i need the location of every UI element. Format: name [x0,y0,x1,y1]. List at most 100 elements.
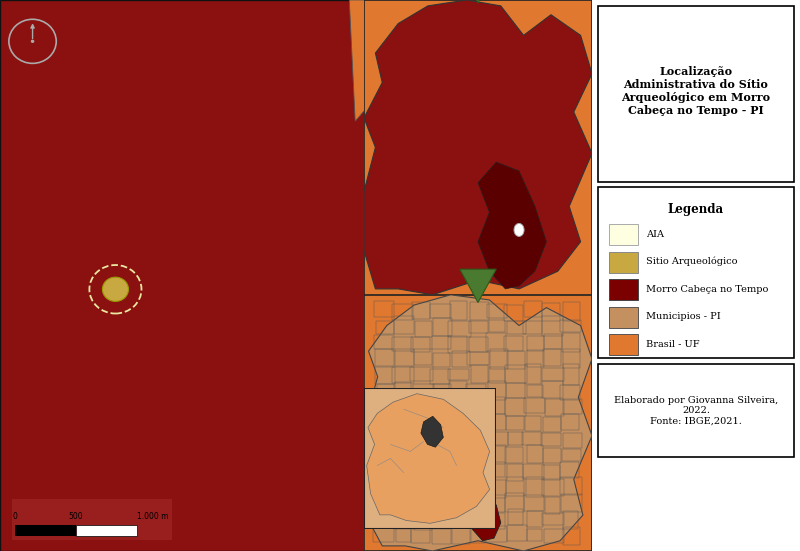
Bar [542,514,564,525]
Circle shape [102,277,129,301]
Bar [524,301,542,317]
Bar [563,399,582,414]
Bar [410,367,434,381]
Bar [449,401,468,413]
Bar [505,305,523,321]
Bar [410,415,429,433]
Bar [414,510,431,530]
Bar [392,399,412,413]
Bar [506,416,524,430]
Bar [542,316,563,336]
Bar [523,321,542,334]
Bar [563,349,580,368]
Bar [452,417,468,430]
Bar [562,494,582,512]
Bar [414,399,430,415]
Bar [563,364,578,385]
Polygon shape [421,416,443,447]
Bar [448,336,467,353]
Bar [414,431,429,449]
Bar [560,477,582,495]
Bar [523,495,544,511]
Bar [450,301,467,321]
Bar [414,478,431,496]
Bar [374,335,394,349]
Bar [542,368,563,381]
Bar [488,445,506,464]
Bar [430,369,450,384]
Polygon shape [364,295,592,551]
Bar [395,382,411,398]
Bar [374,526,394,542]
Bar [609,252,638,273]
Bar [466,397,486,413]
Bar [526,336,544,351]
Bar [396,497,414,511]
Text: Morro Cabeça no Tempo: Morro Cabeça no Tempo [646,285,769,294]
Bar [562,449,582,461]
Bar [470,494,487,511]
Bar [452,350,470,368]
Bar [524,398,545,413]
Polygon shape [366,393,490,523]
Bar [432,336,450,349]
Bar [504,336,522,351]
Bar [413,384,434,397]
Bar [415,493,430,512]
FancyBboxPatch shape [598,6,794,182]
Bar [468,461,487,479]
Text: 500: 500 [69,512,83,521]
Bar [378,430,394,449]
Bar [431,396,448,414]
Bar [374,466,396,479]
Bar [467,353,490,365]
Bar [507,464,523,481]
Bar [545,399,564,416]
Text: Localização
Administrativa do Sítio
Arqueológico em Morro
Cabeça no Tempo - PI: Localização Administrativa do Sítio Arqu… [622,66,770,116]
Bar [505,447,523,463]
Bar [411,526,430,543]
Bar [375,368,394,383]
Bar [470,525,485,543]
Text: Legenda: Legenda [668,203,724,216]
Bar [374,301,394,317]
Bar [450,432,470,447]
Bar [525,416,541,431]
Bar [563,302,580,321]
Bar [609,279,638,300]
Bar [543,349,561,366]
Bar [526,477,544,497]
Bar [522,431,542,445]
Polygon shape [350,0,592,121]
Bar [562,333,580,352]
Bar [526,511,542,527]
Bar [376,447,393,461]
Bar [609,224,638,245]
Text: Municipios - PI: Municipios - PI [646,312,721,321]
Bar [392,337,413,351]
Bar [490,320,505,332]
Bar [526,350,544,366]
Polygon shape [364,0,592,295]
Bar [433,385,451,398]
Bar [486,333,506,352]
Bar [396,528,410,542]
Bar [508,509,522,525]
Bar [506,525,526,541]
Bar [562,433,582,448]
Bar [374,494,395,511]
Bar [467,446,486,462]
Bar [526,385,542,397]
Bar [392,367,414,383]
Bar [525,364,541,383]
Bar [414,461,432,481]
Bar [393,446,413,463]
FancyBboxPatch shape [598,364,794,457]
Bar [432,430,451,448]
Polygon shape [460,0,496,3]
Bar [431,529,451,544]
Bar [487,381,506,400]
Bar [430,304,450,318]
Bar [452,526,470,544]
Bar [563,527,581,545]
